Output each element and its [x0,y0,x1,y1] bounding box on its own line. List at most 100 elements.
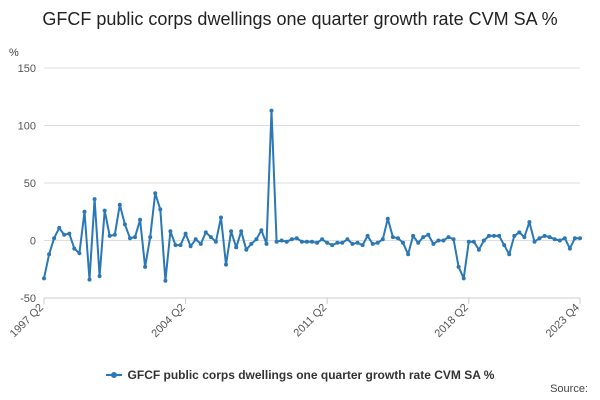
data-point[interactable] [47,252,52,257]
data-point[interactable] [213,239,218,244]
data-point[interactable] [421,235,426,240]
data-point[interactable] [487,233,491,238]
data-point[interactable] [82,209,87,214]
data-point[interactable] [557,238,562,243]
data-point[interactable] [168,229,173,234]
data-point[interactable] [320,237,325,242]
data-point[interactable] [451,237,456,242]
data-point[interactable] [229,229,234,234]
data-point[interactable] [532,239,537,244]
data-point[interactable] [431,241,436,246]
data-point[interactable] [294,236,299,241]
data-point[interactable] [193,237,198,242]
data-point[interactable] [360,243,365,248]
data-point[interactable] [92,197,97,202]
data-point[interactable] [264,241,269,246]
data-point[interactable] [345,237,350,242]
data-point[interactable] [552,237,557,242]
data-point[interactable] [517,230,522,235]
data-point[interactable] [325,240,330,245]
data-point[interactable] [527,220,532,225]
data-point[interactable] [203,230,208,235]
data-point[interactable] [466,239,471,244]
legend[interactable]: GFCF public corps dwellings one quarter … [0,365,600,382]
data-point[interactable] [289,237,294,242]
data-point[interactable] [42,276,46,281]
data-point[interactable] [375,240,380,245]
data-point[interactable] [547,235,552,240]
data-point[interactable] [158,207,163,212]
data-point[interactable] [224,262,228,267]
data-point[interactable] [77,251,82,256]
data-point[interactable] [481,238,486,243]
data-point[interactable] [102,208,107,213]
data-point[interactable] [183,231,188,236]
data-point[interactable] [507,252,512,257]
data-point[interactable] [471,239,476,244]
data-point[interactable] [198,241,203,246]
data-point[interactable] [97,274,102,279]
data-point[interactable] [133,235,137,240]
data-point[interactable] [441,238,446,243]
data-point[interactable] [497,233,502,238]
data-point[interactable] [52,236,57,241]
data-point[interactable] [365,233,370,238]
data-point[interactable] [390,235,395,240]
data-point[interactable] [380,237,385,242]
data-point[interactable] [492,233,496,238]
data-point[interactable] [62,232,67,237]
data-point[interactable] [234,245,239,250]
data-point[interactable] [153,191,158,196]
data-point[interactable] [219,215,223,220]
data-point[interactable] [122,222,127,227]
data-point[interactable] [87,277,92,282]
data-point[interactable] [315,240,320,245]
data-point[interactable] [355,240,360,245]
data-point[interactable] [401,240,405,245]
data-point[interactable] [456,264,461,269]
data-point[interactable] [542,233,547,238]
data-point[interactable] [279,238,284,243]
data-point[interactable] [426,232,431,237]
data-point[interactable] [406,252,411,257]
data-point[interactable] [274,239,279,244]
data-point[interactable] [128,236,132,241]
data-point[interactable] [67,231,72,236]
data-point[interactable] [461,276,466,281]
data-point[interactable] [259,228,264,233]
data-point[interactable] [310,239,314,244]
data-point[interactable] [562,236,567,241]
data-point[interactable] [72,246,77,251]
data-point[interactable] [578,236,582,241]
data-point[interactable] [340,240,345,245]
data-point[interactable] [239,229,244,234]
data-point[interactable] [304,239,309,244]
data-point[interactable] [572,236,577,241]
data-point[interactable] [502,243,507,248]
data-point[interactable] [208,235,213,240]
data-point[interactable] [249,241,254,246]
data-point[interactable] [163,278,168,283]
data-point[interactable] [512,233,517,238]
data-point[interactable] [436,238,441,243]
data-point[interactable] [117,202,122,207]
data-point[interactable] [107,233,112,238]
data-point[interactable] [411,233,416,238]
data-point[interactable] [112,232,117,237]
data-point[interactable] [350,241,355,246]
data-point[interactable] [567,246,572,251]
data-point[interactable] [138,217,143,222]
data-point[interactable] [446,235,451,240]
data-point[interactable] [299,239,304,244]
data-point[interactable] [385,216,390,221]
data-point[interactable] [284,239,289,244]
data-point[interactable] [396,236,400,241]
data-point[interactable] [537,236,542,241]
data-point[interactable] [148,235,153,240]
data-point[interactable] [269,108,274,113]
data-point[interactable] [178,243,183,248]
data-point[interactable] [370,241,375,246]
data-point[interactable] [476,247,481,252]
data-point[interactable] [244,247,249,252]
data-point[interactable] [173,243,178,248]
